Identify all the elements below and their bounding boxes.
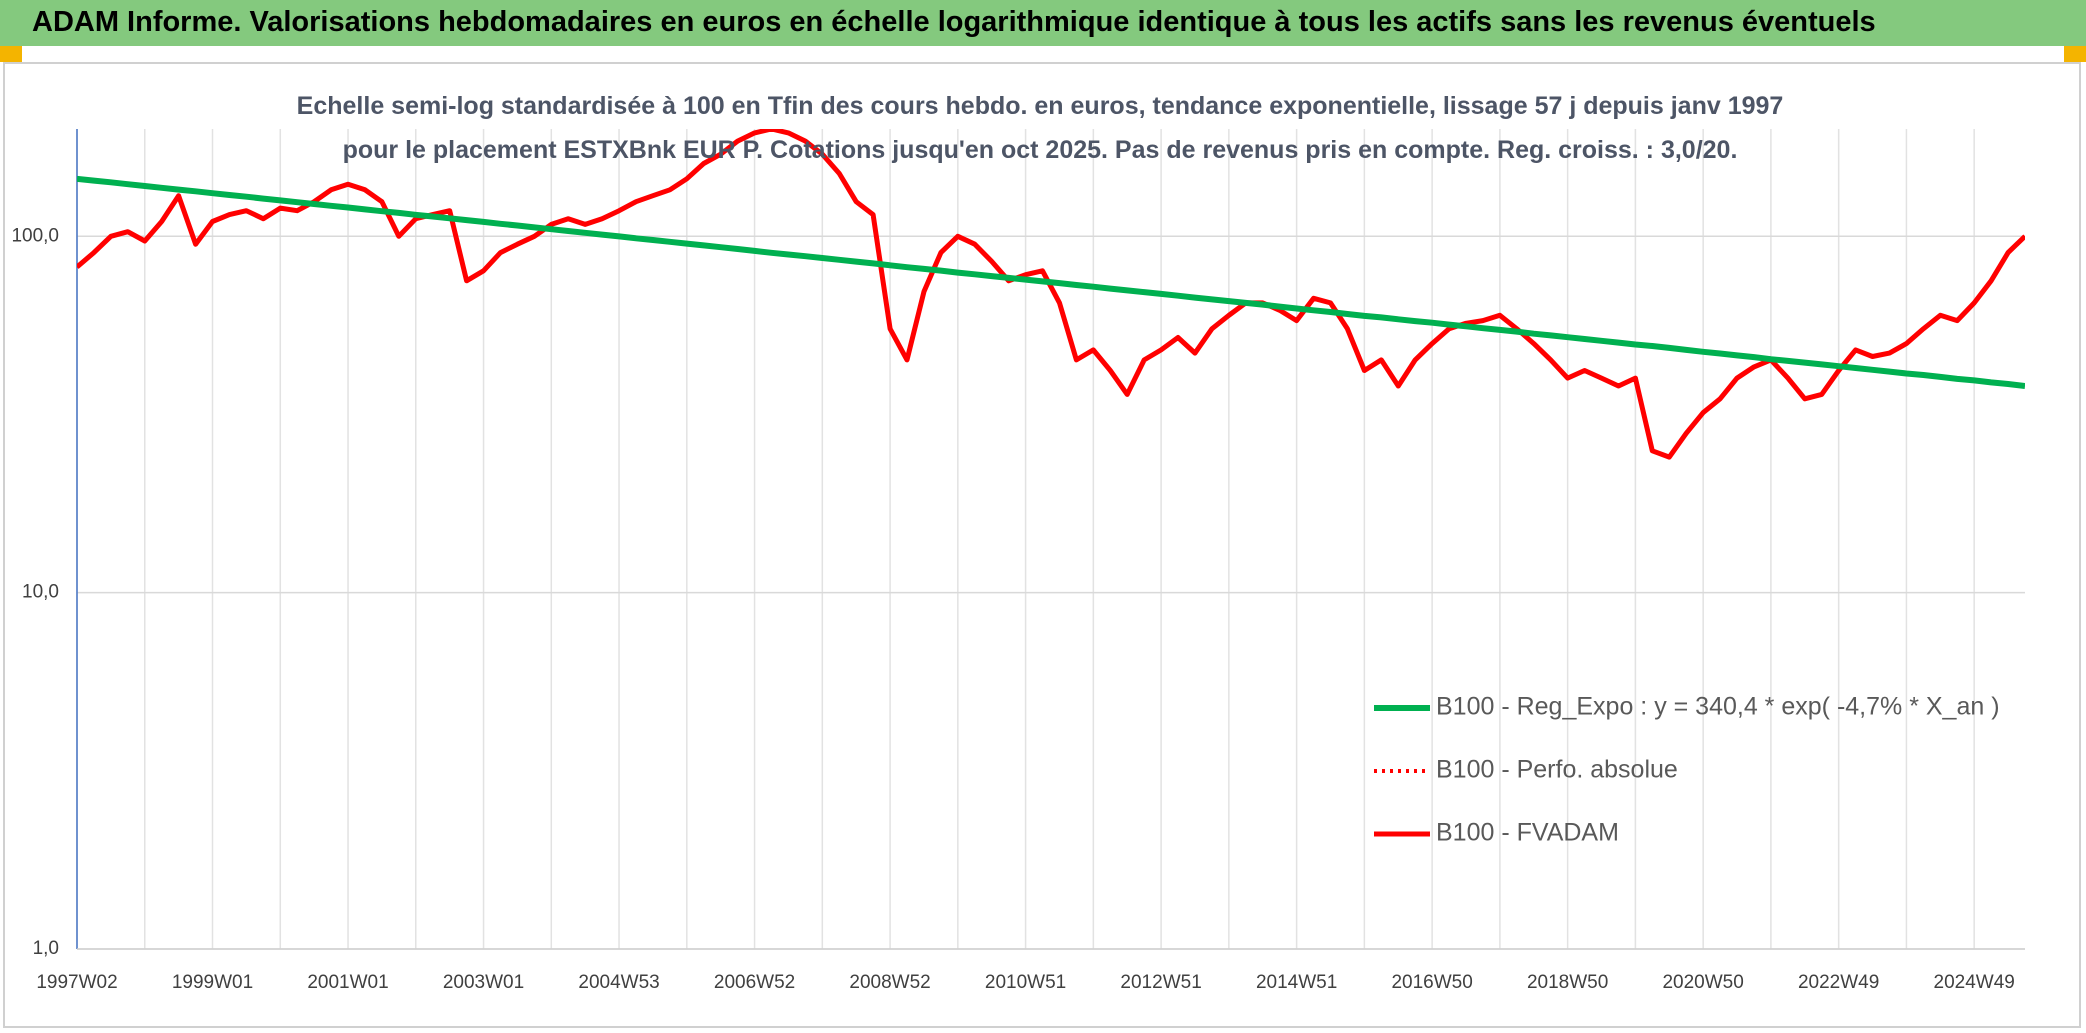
legend-label: B100 - Reg_Expo : y = 340,4 * exp( -4,7%…	[1436, 693, 2000, 721]
x-tick-label: 2010W51	[985, 972, 1066, 993]
x-tick-label: 2024W49	[1934, 972, 2015, 993]
x-tick-label: 2001W01	[307, 972, 388, 993]
series-line	[77, 175, 2025, 389]
x-tick-label: 2018W50	[1527, 972, 1608, 993]
chart-frame	[3, 62, 2081, 1028]
x-tick-label: 2016W50	[1391, 972, 1472, 993]
x-tick-label: 2022W49	[1798, 972, 1879, 993]
x-tick-label: 2008W52	[849, 972, 930, 993]
header-title: ADAM Informe. Valorisations hebdomadaire…	[32, 6, 1876, 38]
chart-title: Echelle semi-log standardisée à 100 en T…	[296, 92, 1784, 164]
x-tick-label: 2003W01	[443, 972, 524, 993]
corner-accent	[0, 46, 22, 62]
x-tick-label: 2012W51	[1120, 972, 1201, 993]
series-line	[77, 129, 2025, 460]
legend-label: B100 - FVADAM	[1436, 819, 1619, 847]
x-tick-label: 2014W51	[1256, 972, 1337, 993]
corner-accent	[2064, 46, 2086, 62]
x-tick-label: 1997W02	[36, 972, 117, 993]
series-line	[77, 129, 2025, 460]
x-tick-label: 2006W52	[714, 972, 795, 993]
y-tick-label: 10,0	[22, 582, 59, 603]
y-tick-label: 1,0	[33, 938, 59, 959]
x-tick-label: 1999W01	[172, 972, 253, 993]
x-tick-label: 2020W50	[1662, 972, 1743, 993]
x-tick-label: 2004W53	[578, 972, 659, 993]
header-bar: ADAM Informe. Valorisations hebdomadaire…	[0, 0, 2086, 46]
y-tick-label: 100,0	[11, 225, 59, 246]
legend-label: B100 - Perfo. absolue	[1436, 756, 1678, 784]
